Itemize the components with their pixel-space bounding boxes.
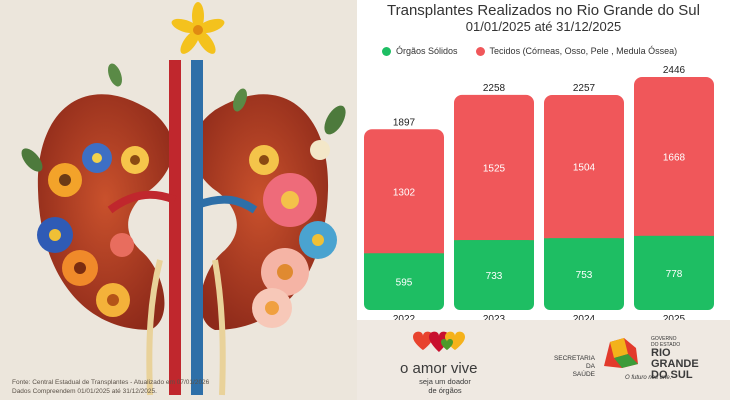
bar-solid-cap-2025 — [634, 235, 714, 246]
legend-label-tissue: Tecidos (Córneas, Osso, Pele , Medula Ós… — [489, 46, 678, 56]
campaign-title: o amor vive — [400, 360, 478, 377]
label-solid-2025: 778 — [666, 269, 683, 280]
gov-label-line-1: GOVERNO — [651, 336, 677, 342]
legend-swatch-tissue — [475, 47, 485, 57]
secretaria-label: SECRETARIA DA SAÚDE — [545, 355, 595, 379]
kidney-art-icon — [21, 2, 346, 396]
state-line-1: RIO — [651, 347, 671, 359]
bar-tissue-2025 — [634, 77, 714, 244]
state-line-2: GRANDE — [651, 358, 699, 370]
x-tick-2024: 2024 — [573, 314, 596, 325]
bar-solid-cap-2022 — [364, 253, 444, 264]
label-solid-2022: 595 — [396, 278, 413, 289]
chart-title: Transplantes Realizados no Rio Grande do… — [387, 2, 700, 19]
rs-government-logo — [604, 338, 638, 368]
source-line-1: Fonte: Central Estadual de Transplantes … — [12, 379, 210, 386]
legend-item-solid: Órgãos Sólidos — [382, 46, 458, 57]
state-line-3: DO SUL — [651, 369, 693, 381]
kidney-flowers-illustration — [0, 0, 357, 400]
hearts-icon — [413, 331, 465, 352]
stacked-bar-chart: 595 1302 1897 2022 733 1525 2258 2023 753 1504 225… — [364, 65, 714, 325]
footer-band — [357, 320, 730, 400]
bar-tissue-2022 — [364, 129, 444, 262]
label-solid-2023: 733 — [486, 271, 503, 282]
label-solid-2024: 753 — [576, 270, 593, 281]
label-tissue-2025: 1668 — [663, 152, 686, 163]
label-total-2023: 2258 — [483, 83, 506, 94]
campaign-subtitle: seja um doador de órgãos — [419, 377, 471, 395]
bar-tissue-2024 — [544, 95, 624, 247]
legend-item-tissue: Tecidos (Córneas, Osso, Pele , Medula Ós… — [475, 46, 678, 57]
bar-tissue-2023 — [454, 94, 534, 249]
label-tissue-2023: 1525 — [483, 164, 506, 175]
label-total-2025: 2446 — [663, 65, 686, 76]
legend-swatch-solid — [382, 47, 391, 57]
chart-legend: Órgãos Sólidos Tecidos (Córneas, Osso, P… — [382, 46, 678, 57]
secretaria-line-1: SECRETARIA DA — [553, 355, 595, 370]
source-note: Fonte: Central Estadual de Transplantes … — [12, 378, 209, 396]
legend-label-solid: Órgãos Sólidos — [396, 46, 458, 56]
x-tick-2023: 2023 — [483, 314, 506, 325]
slogan: O futuro nos une. — [625, 375, 672, 381]
bar-solid-2023 — [454, 240, 534, 310]
source-line-2: Dados Compreendem 01/01/2025 até 31/12/2… — [12, 388, 157, 395]
x-tick-2025: 2025 — [663, 314, 686, 325]
state-name: RIO GRANDE DO SUL — [651, 348, 699, 381]
gov-label-line-2: DO ESTADO — [651, 342, 681, 348]
x-tick-2022: 2022 — [393, 314, 416, 325]
label-tissue-2024: 1504 — [573, 163, 596, 174]
chart-subtitle: 01/01/2025 até 31/12/2025 — [465, 19, 622, 34]
bar-solid-cap-2024 — [544, 238, 624, 249]
label-tissue-2022: 1302 — [393, 187, 416, 198]
gov-label: GOVERNO DO ESTADO — [651, 336, 680, 348]
secretaria-line-2: SAÚDE — [572, 371, 595, 378]
label-total-2022: 1897 — [393, 117, 416, 128]
bar-solid-2022 — [364, 253, 444, 310]
bar-solid-2025 — [634, 235, 714, 310]
label-total-2024: 2257 — [573, 83, 596, 94]
bar-solid-2024 — [544, 238, 624, 310]
bar-solid-cap-2023 — [454, 240, 534, 251]
